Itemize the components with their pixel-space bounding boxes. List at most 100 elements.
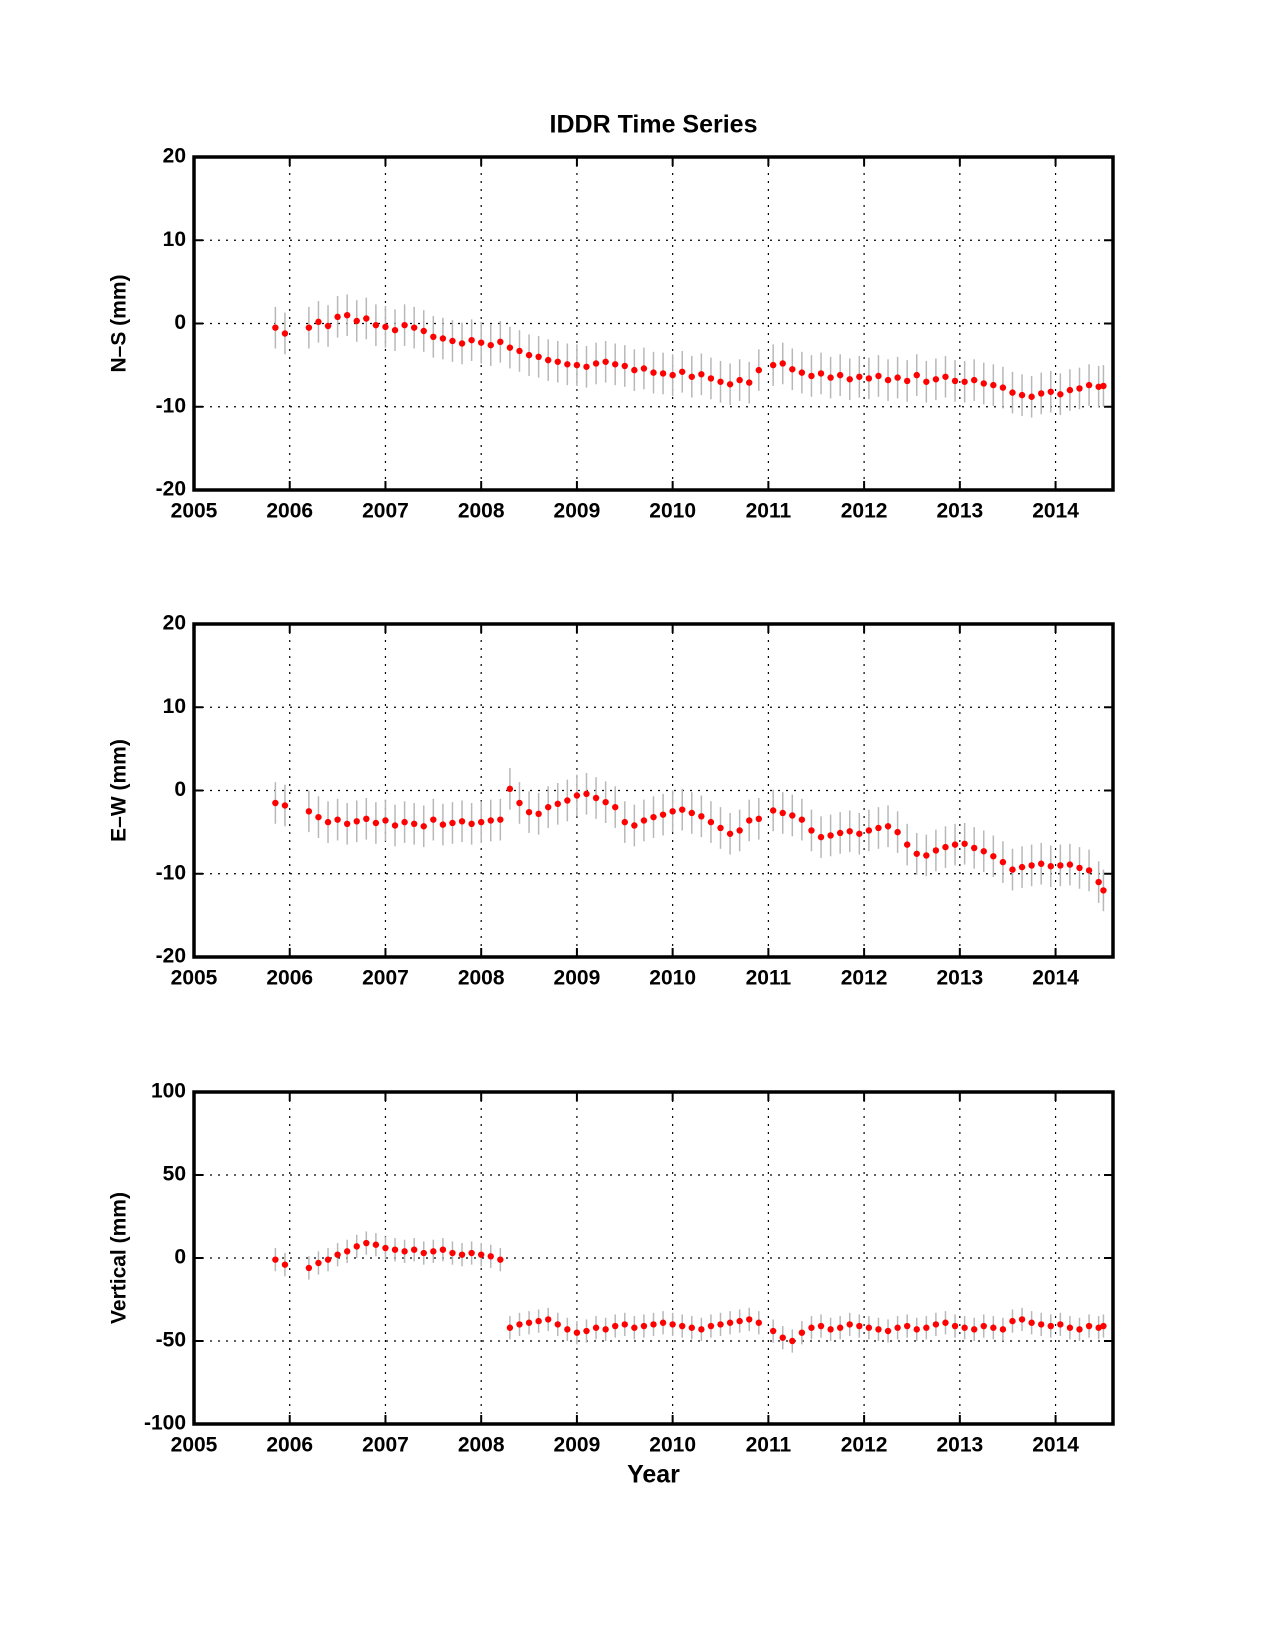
point — [1100, 382, 1107, 390]
point — [640, 1322, 648, 1330]
point — [602, 798, 609, 806]
point — [669, 808, 676, 815]
points — [272, 1239, 1107, 1345]
point — [430, 1248, 437, 1255]
point — [353, 317, 360, 325]
point — [999, 1326, 1007, 1333]
point — [1018, 863, 1026, 871]
point — [779, 809, 786, 817]
point — [932, 847, 940, 854]
point — [305, 808, 313, 815]
point — [564, 361, 571, 368]
y-axis-label: Vertical (mm) — [108, 1192, 131, 1324]
point — [324, 1256, 332, 1263]
point — [281, 802, 289, 809]
point — [391, 822, 399, 829]
y-tick-label: -10 — [156, 394, 186, 417]
point — [544, 356, 552, 364]
point — [439, 1246, 447, 1253]
point — [1028, 393, 1035, 400]
point — [1009, 389, 1016, 396]
point — [382, 1244, 389, 1252]
point — [535, 353, 542, 360]
point — [865, 827, 873, 834]
point — [1085, 381, 1093, 389]
point — [846, 376, 853, 383]
point — [612, 803, 619, 811]
point — [363, 1239, 370, 1247]
point — [903, 841, 911, 848]
point — [817, 833, 825, 841]
point — [669, 371, 676, 379]
point — [324, 818, 332, 826]
point — [272, 324, 279, 331]
point — [798, 816, 806, 823]
x-tick-label: 2010 — [649, 500, 696, 523]
point — [564, 797, 571, 804]
point — [1009, 1317, 1016, 1325]
x-tick-label: 2005 — [171, 500, 218, 523]
point — [382, 323, 389, 331]
point — [612, 361, 619, 368]
y-tick-label: -100 — [144, 1412, 186, 1435]
y-tick-label: -50 — [156, 1329, 186, 1352]
point — [875, 372, 882, 380]
y-tick-label: 20 — [163, 145, 186, 168]
point — [631, 366, 638, 374]
point — [659, 811, 667, 818]
x-tick-label: 2011 — [746, 1434, 792, 1457]
point — [875, 824, 882, 832]
y-tick-label: -20 — [156, 945, 186, 968]
y-tick-label: 20 — [163, 612, 186, 635]
point — [449, 1249, 456, 1257]
point — [970, 376, 978, 384]
point — [884, 1327, 892, 1335]
x-tick-label: 2011 — [746, 500, 792, 523]
point — [1038, 390, 1045, 397]
point — [324, 322, 332, 330]
point — [827, 374, 834, 381]
point — [726, 381, 734, 388]
point — [884, 376, 892, 384]
point — [430, 333, 437, 341]
chart-title: IDDR Time Series — [550, 111, 758, 139]
point — [420, 823, 427, 830]
point — [458, 1251, 466, 1258]
point — [391, 326, 399, 334]
point — [1066, 861, 1074, 868]
point — [942, 1319, 949, 1326]
x-tick-label: 2012 — [841, 967, 888, 990]
point — [583, 1327, 590, 1335]
point — [769, 361, 777, 369]
x-tick-label: 2009 — [554, 500, 601, 523]
point — [836, 1324, 844, 1331]
point — [592, 794, 600, 802]
point — [1100, 887, 1107, 894]
point — [1085, 1322, 1093, 1330]
x-tick-label: 2014 — [1032, 1434, 1079, 1457]
x-tick-label: 2014 — [1032, 500, 1079, 523]
point — [592, 1324, 600, 1331]
point — [942, 373, 949, 380]
point — [808, 372, 815, 380]
point — [789, 812, 796, 819]
point — [856, 373, 863, 380]
point — [798, 369, 806, 376]
point — [970, 1326, 978, 1333]
point — [865, 1324, 873, 1331]
x-tick-label: 2007 — [362, 967, 409, 990]
point — [951, 377, 959, 385]
point — [525, 351, 533, 359]
point — [679, 368, 686, 375]
point — [650, 369, 657, 376]
point — [717, 1321, 724, 1328]
point — [621, 1321, 628, 1328]
point — [707, 1322, 715, 1330]
point — [894, 374, 901, 381]
point — [923, 1324, 930, 1331]
point — [535, 1317, 542, 1325]
point — [477, 1251, 485, 1258]
point — [990, 853, 997, 860]
x-tick-label: 2006 — [266, 967, 313, 990]
